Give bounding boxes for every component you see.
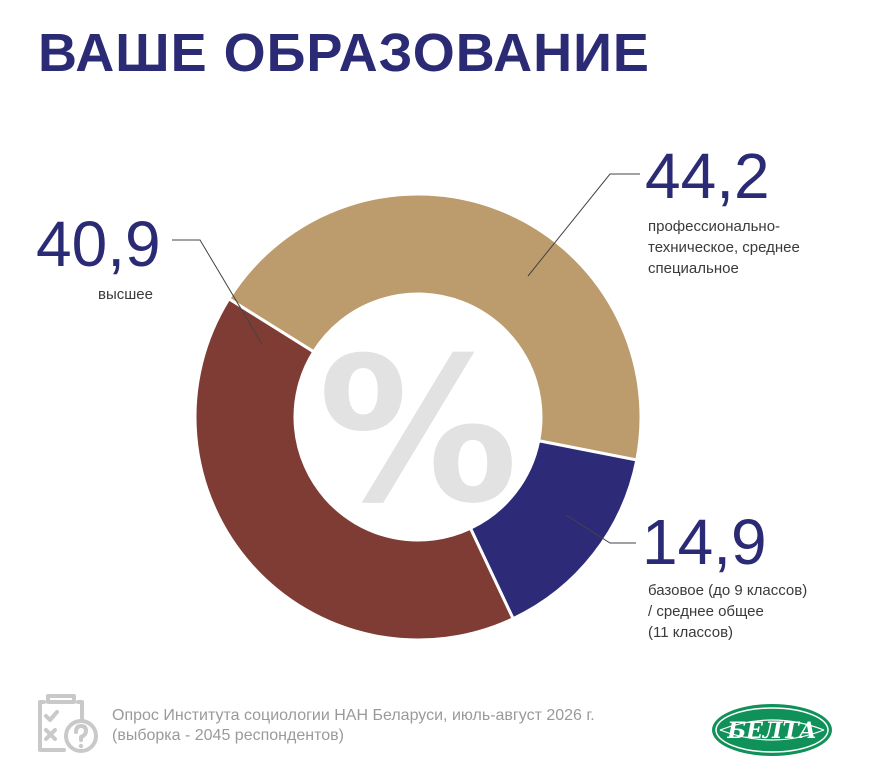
label-prof: профессионально- техническое, среднее сп… — [648, 216, 800, 279]
value-base: 14,9 — [642, 506, 767, 578]
leader-line-prof — [527, 173, 640, 277]
donut-chart: % — [172, 173, 643, 642]
label-base-line: базовое (до 9 классов) — [648, 582, 808, 599]
percent-glyph: % — [318, 315, 518, 548]
logo-text: БЕЛТА — [726, 718, 816, 744]
page-title: ВАШЕ ОБРАЗОВАНИЕ — [38, 23, 650, 83]
donut-slice-0 — [226, 192, 643, 462]
survey-clipboard-icon — [38, 694, 98, 753]
value-prof: 44,2 — [645, 140, 770, 212]
leader-line-higher — [172, 239, 263, 345]
label-prof-line: специальное — [648, 260, 739, 277]
label-prof-line: техническое, среднее — [648, 239, 800, 256]
donut-slice-2 — [193, 296, 516, 642]
label-higher: высшее — [98, 286, 153, 303]
footer-source: Опрос Института социологии НАН Беларуси,… — [112, 707, 595, 724]
belta-logo: БЕЛТА — [712, 704, 832, 756]
label-base-line: (11 классов) — [648, 624, 734, 641]
value-higher: 40,9 — [36, 208, 161, 280]
footer-sample: (выборка - 2045 респондентов) — [112, 727, 344, 744]
label-base-line: / среднее общее — [648, 603, 764, 620]
leader-line-base — [565, 514, 636, 544]
label-base: базовое (до 9 классов) / среднее общее (… — [648, 580, 807, 643]
label-prof-line: профессионально- — [648, 218, 781, 235]
